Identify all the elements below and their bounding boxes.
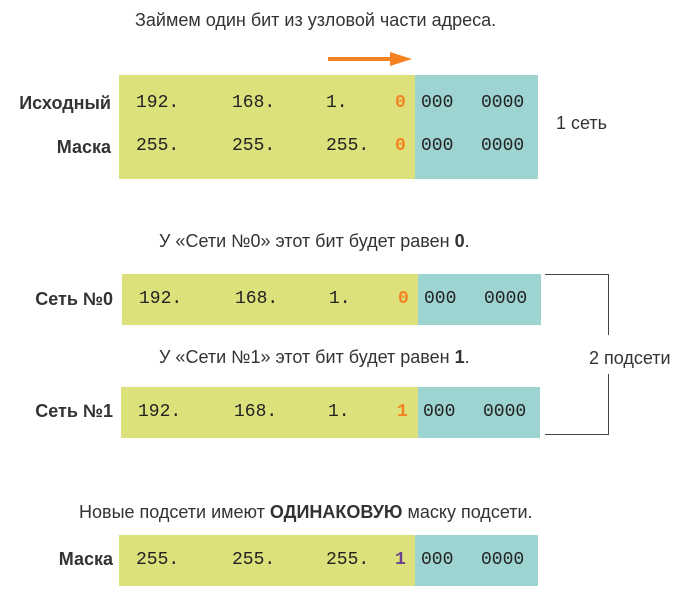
label-mask: Маска (56, 137, 111, 157)
host-bits: 0000 (483, 402, 527, 422)
address-box-net0: 192. 168. 1. 0 000 0000 (122, 274, 541, 325)
arrow-right-icon (328, 52, 412, 66)
octet: 255. (326, 550, 370, 570)
caption-net0: У «Сети №0» этот бит будет равен 0. (159, 231, 470, 251)
mask-bit: 1 (395, 550, 406, 570)
borrowed-bit: 0 (395, 93, 406, 113)
host-bits: 000 (421, 93, 454, 113)
octet: 255. (136, 136, 180, 156)
borrowed-bit: 0 (398, 289, 409, 309)
octet: 168. (235, 289, 279, 309)
octet: 255. (232, 136, 276, 156)
octet: 192. (138, 402, 182, 422)
octet: 192. (139, 289, 183, 309)
caption-net1: У «Сети №1» этот бит будет равен 1. (159, 347, 470, 367)
host-bits: 000 (423, 402, 456, 422)
octet: 1. (329, 289, 351, 309)
row-mask: 255. 255. 255. 0 000 0000 (119, 136, 538, 158)
host-bits: 0000 (481, 550, 525, 570)
borrowed-bit: 1 (397, 402, 408, 422)
octet: 1. (328, 402, 350, 422)
label-original: Исходный (19, 93, 111, 113)
octet: 168. (234, 402, 278, 422)
row-net1: 192. 168. 1. 1 000 0000 (121, 402, 540, 424)
bracket-top (545, 274, 609, 335)
row-new-mask: 255. 255. 255. 1 000 0000 (119, 550, 538, 572)
row-original: 192. 168. 1. 0 000 0000 (119, 93, 538, 115)
host-bits: 000 (421, 136, 454, 156)
address-box-new-mask: 255. 255. 255. 1 000 0000 (119, 535, 538, 586)
address-box-original: 192. 168. 1. 0 000 0000 255. 255. 255. 0… (119, 75, 538, 179)
bracket-bottom (545, 374, 609, 435)
host-bits: 000 (421, 550, 454, 570)
octet: 255. (326, 136, 370, 156)
host-bits: 0000 (484, 289, 528, 309)
octet: 1. (326, 93, 348, 113)
host-bits: 000 (424, 289, 457, 309)
octet: 255. (136, 550, 180, 570)
host-bits: 0000 (481, 93, 525, 113)
label-new-mask: Маска (58, 549, 113, 569)
octet: 255. (232, 550, 276, 570)
two-subnets-label: 2 подсети (589, 348, 671, 368)
title: Займем один бит из узловой части адреса. (135, 10, 497, 30)
one-network-label: 1 сеть (556, 113, 608, 133)
row-net0: 192. 168. 1. 0 000 0000 (122, 289, 541, 311)
address-box-net1: 192. 168. 1. 1 000 0000 (121, 387, 540, 438)
label-net1: Сеть №1 (35, 401, 113, 421)
octet: 168. (232, 93, 276, 113)
octet: 192. (136, 93, 180, 113)
host-bits: 0000 (481, 136, 525, 156)
borrowed-bit: 0 (395, 136, 406, 156)
caption-mask: Новые подсети имеют ОДИНАКОВУЮ маску под… (79, 502, 533, 522)
label-net0: Сеть №0 (35, 289, 113, 309)
